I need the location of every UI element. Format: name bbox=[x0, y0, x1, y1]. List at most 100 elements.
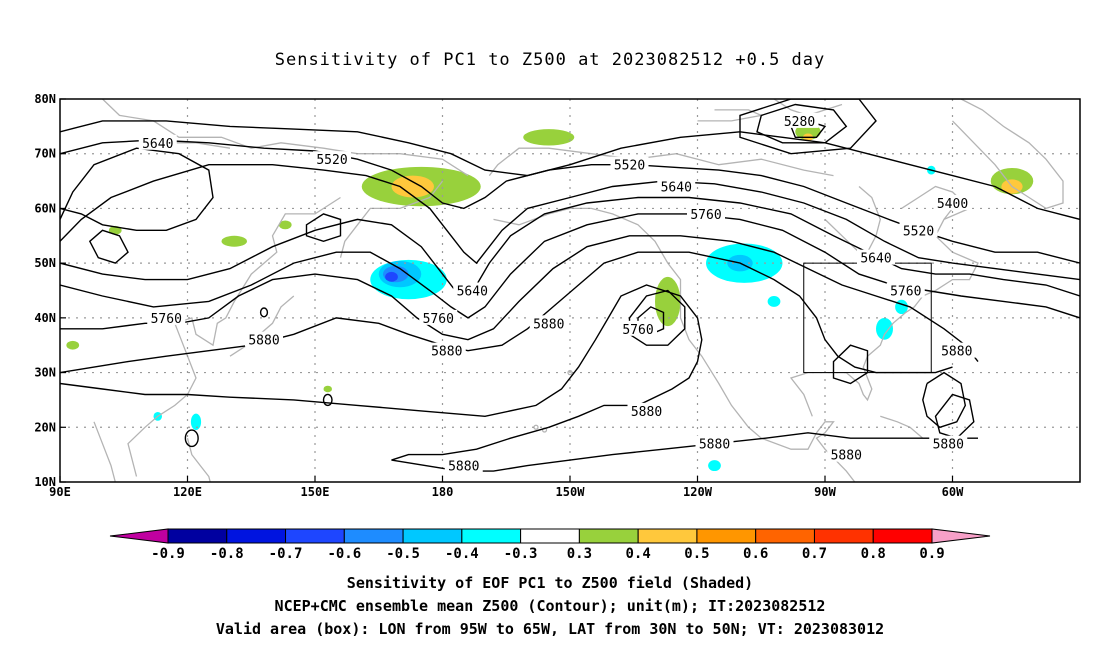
sensitivity-shade-patch bbox=[767, 295, 781, 307]
z500-contour-closed bbox=[88, 229, 129, 264]
lat-label: 30N bbox=[34, 366, 56, 380]
colorbar-swatch bbox=[343, 528, 404, 544]
contour-label-backdrop bbox=[147, 309, 186, 325]
coastline-segment bbox=[127, 196, 341, 477]
z500-contour-line bbox=[60, 284, 703, 428]
contour-label: 5640 bbox=[457, 285, 488, 300]
lon-label: 120E bbox=[173, 485, 202, 499]
lon-label: 120W bbox=[683, 485, 713, 499]
contour-label-backdrop bbox=[933, 194, 972, 210]
colorbar-label: -0.9 bbox=[151, 546, 185, 562]
contour-label-backdrop bbox=[937, 342, 976, 358]
shading-layer bbox=[66, 123, 1034, 472]
contour-label: 5640 bbox=[142, 137, 173, 152]
contour-label: 5760 bbox=[690, 208, 721, 223]
coastline-segment bbox=[952, 99, 1064, 210]
colorbar-swatch bbox=[520, 528, 580, 544]
colorbar-swatch bbox=[696, 528, 757, 544]
contour-label: 5280 bbox=[784, 115, 815, 130]
z500-contour-line bbox=[60, 147, 214, 231]
colorbar-swatch bbox=[167, 528, 228, 544]
colorbar-swatch bbox=[637, 528, 698, 544]
z500-contour-line bbox=[60, 251, 953, 374]
sensitivity-shade-patch bbox=[221, 235, 247, 247]
colorbar-label: -0.8 bbox=[210, 546, 244, 562]
z500-contour-closed bbox=[259, 307, 269, 318]
sensitivity-shade-patch bbox=[708, 460, 721, 472]
sensitivity-shade-patch bbox=[323, 385, 332, 393]
contour-label: 5520 bbox=[316, 153, 347, 168]
lat-label: 80N bbox=[34, 92, 56, 106]
contour-label-backdrop bbox=[245, 331, 283, 347]
contour-label: 5520 bbox=[903, 224, 934, 239]
footer-line-1: Sensitivity of EOF PC1 to Z500 field (Sh… bbox=[346, 574, 754, 592]
lat-label: 70N bbox=[34, 147, 56, 161]
contour-label: 5880 bbox=[933, 438, 964, 453]
contour-label-backdrop bbox=[610, 156, 649, 172]
colorbar-label: -0.5 bbox=[386, 546, 420, 562]
colorbar-low-arrow bbox=[109, 528, 169, 544]
lat-label: 20N bbox=[34, 420, 56, 434]
z500-contour-line bbox=[60, 196, 1080, 297]
coastline-segment bbox=[339, 180, 444, 258]
colorbar-swatch bbox=[461, 528, 522, 544]
colorbar-swatch bbox=[402, 528, 463, 544]
colorbar-swatch bbox=[872, 528, 933, 544]
contour-label-backdrop bbox=[627, 402, 666, 418]
contour-label-backdrop bbox=[427, 342, 466, 358]
contour-label-backdrop bbox=[453, 282, 492, 298]
z500-contour-line bbox=[391, 426, 978, 472]
contour-label-backdrop bbox=[313, 151, 351, 167]
sensitivity-shade-patch bbox=[108, 225, 122, 235]
lat-label: 10N bbox=[34, 475, 56, 489]
contour-label-backdrop bbox=[619, 320, 657, 336]
contour-label: 5760 bbox=[151, 312, 182, 327]
colorbar-swatch bbox=[813, 528, 874, 544]
z500-contour-closed bbox=[628, 289, 686, 346]
coastline-segment bbox=[824, 186, 881, 253]
lat-label: 50N bbox=[34, 256, 56, 270]
coastline-segment bbox=[789, 208, 979, 417]
coastline-segment bbox=[93, 421, 116, 482]
contour-label: 5520 bbox=[614, 159, 645, 174]
sensitivity-shade-patch bbox=[190, 413, 202, 431]
contour-label: 5880 bbox=[448, 460, 479, 475]
sensitivity-shade-patch bbox=[523, 129, 575, 146]
coastline-segment bbox=[102, 99, 469, 177]
colorbar-swatch bbox=[285, 528, 345, 544]
colorbar: -0.9 -0.8 -0.7 -0.6 -0.5 -0.4 -0.3 0.3 0.4 0.5 0.6… bbox=[109, 528, 991, 562]
colorbar-swatch bbox=[578, 528, 639, 544]
contour-label: 5760 bbox=[423, 312, 454, 327]
contour-label: 5880 bbox=[941, 345, 972, 360]
z500-contour-closed bbox=[322, 393, 333, 407]
contour-label-backdrop bbox=[886, 282, 925, 298]
colorbar-label: 0.8 bbox=[861, 546, 886, 562]
contour-label-backdrop bbox=[899, 222, 938, 238]
colorbar-label: 0.9 bbox=[919, 546, 944, 562]
contour-label: 5640 bbox=[860, 252, 891, 267]
lon-label: 90E bbox=[49, 485, 71, 499]
contour-label: 5640 bbox=[661, 181, 692, 196]
coastline-segment bbox=[880, 415, 944, 439]
colorbar-label: 0.6 bbox=[743, 546, 768, 562]
contour-label: 5880 bbox=[831, 449, 862, 464]
contour-label-backdrop bbox=[929, 435, 968, 451]
sensitivity-shade-patch bbox=[876, 317, 893, 340]
lat-label: 60N bbox=[34, 201, 56, 215]
z500-contour-line bbox=[60, 120, 1080, 221]
lon-label: 60W bbox=[942, 485, 964, 499]
sensitivity-shade-patch bbox=[655, 276, 681, 327]
contour-label: 5400 bbox=[937, 197, 968, 212]
lon-label: 180 bbox=[432, 485, 454, 499]
colorbar-high-arrow bbox=[931, 528, 991, 544]
contour-label: 5880 bbox=[631, 405, 662, 420]
z500-contours bbox=[60, 99, 1080, 472]
colorbar-label: -0.6 bbox=[327, 546, 361, 562]
footer-line-3: Valid area (box): LON from 95W to 65W, L… bbox=[215, 620, 885, 638]
contour-label: 5760 bbox=[622, 323, 653, 338]
colorbar-label: 0.3 bbox=[567, 546, 592, 562]
map-title: Sensitivity of PC1 to Z500 at 2023082512… bbox=[274, 50, 826, 70]
